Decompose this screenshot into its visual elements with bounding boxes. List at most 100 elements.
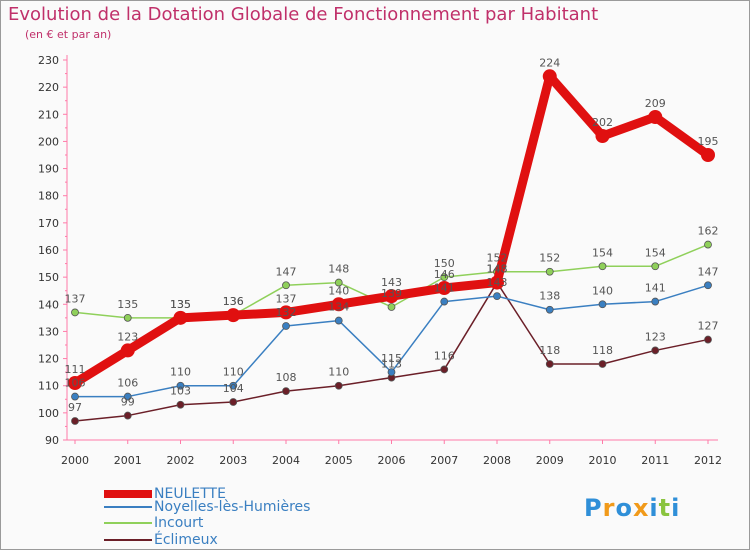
data-point bbox=[598, 300, 607, 309]
data-point bbox=[704, 240, 712, 249]
x-tick-label: 2006 bbox=[378, 454, 406, 467]
data-label: 147 bbox=[698, 265, 719, 278]
data-label: 195 bbox=[698, 135, 719, 148]
data-label: 110 bbox=[170, 366, 191, 379]
data-label: 209 bbox=[645, 97, 666, 110]
data-label: 154 bbox=[592, 246, 613, 259]
data-label: 148 bbox=[487, 263, 508, 276]
x-tick-label: 2000 bbox=[61, 454, 89, 467]
y-tick-label: 140 bbox=[38, 298, 59, 311]
y-tick-label: 130 bbox=[38, 325, 59, 338]
x-tick-label: 2008 bbox=[483, 454, 511, 467]
data-label: 106 bbox=[117, 377, 138, 390]
data-point bbox=[123, 411, 132, 420]
data-point bbox=[226, 308, 241, 323]
series-line bbox=[70, 71, 713, 388]
logo-letter: r bbox=[602, 494, 616, 522]
data-label: 150 bbox=[434, 257, 455, 270]
data-label: 139 bbox=[381, 287, 402, 300]
data-point bbox=[545, 267, 554, 276]
data-point bbox=[595, 129, 610, 143]
data-label: 136 bbox=[223, 295, 244, 308]
legend-swatch bbox=[104, 539, 152, 541]
data-label: 115 bbox=[381, 352, 402, 365]
data-point bbox=[334, 316, 343, 325]
data-point bbox=[440, 297, 449, 306]
data-label: 118 bbox=[539, 344, 560, 357]
data-label: 141 bbox=[645, 282, 666, 295]
y-tick-label: 160 bbox=[38, 244, 59, 257]
data-label: 148 bbox=[487, 263, 508, 276]
data-label: 123 bbox=[117, 330, 138, 343]
x-tick-label: 2003 bbox=[219, 454, 247, 467]
data-point bbox=[123, 392, 132, 401]
data-label: 135 bbox=[170, 298, 191, 311]
data-point bbox=[282, 387, 290, 396]
legend-item: NEULETTE bbox=[104, 486, 226, 502]
data-point bbox=[68, 376, 82, 390]
data-point bbox=[123, 313, 132, 322]
x-tick-label: 2010 bbox=[589, 454, 617, 467]
data-point bbox=[704, 281, 712, 290]
data-label: 132 bbox=[276, 306, 297, 319]
data-label: 110 bbox=[328, 366, 349, 379]
logo-letter: x bbox=[632, 494, 650, 522]
data-label: 113 bbox=[381, 358, 402, 371]
y-tick-label: 170 bbox=[38, 217, 59, 230]
data-label: 147 bbox=[276, 265, 297, 278]
data-label: 143 bbox=[381, 276, 402, 289]
logo-letter: i bbox=[649, 494, 659, 522]
data-point bbox=[387, 368, 396, 377]
data-point bbox=[71, 392, 79, 401]
legend-swatch bbox=[104, 490, 152, 498]
legend-swatch bbox=[104, 506, 152, 508]
data-label: 97 bbox=[68, 401, 82, 414]
data-label: 152 bbox=[487, 252, 508, 265]
data-label: 154 bbox=[645, 246, 666, 259]
logo-letter: t bbox=[658, 494, 672, 522]
data-label: 138 bbox=[539, 290, 560, 303]
data-label: 116 bbox=[434, 349, 455, 362]
data-label: 106 bbox=[65, 377, 86, 390]
data-point bbox=[598, 262, 607, 271]
data-label: 202 bbox=[592, 116, 613, 129]
data-point bbox=[120, 343, 135, 358]
y-tick-label: 110 bbox=[38, 380, 59, 393]
legend-label: Incourt bbox=[154, 515, 204, 531]
data-point bbox=[229, 398, 238, 406]
data-label: 137 bbox=[276, 292, 297, 305]
data-label: 152 bbox=[539, 252, 560, 265]
logo-letter: o bbox=[615, 494, 633, 522]
data-label: 224 bbox=[539, 56, 560, 69]
data-label: 162 bbox=[698, 225, 719, 238]
legend-item: Incourt bbox=[104, 515, 203, 531]
data-point bbox=[545, 360, 554, 368]
y-tick-label: 190 bbox=[38, 163, 59, 176]
data-point bbox=[229, 381, 238, 390]
data-label: 127 bbox=[698, 320, 719, 333]
legend-label: Éclimeux bbox=[154, 532, 218, 548]
data-label: 135 bbox=[117, 298, 138, 311]
legend-swatch bbox=[104, 522, 152, 524]
data-label: 108 bbox=[276, 371, 297, 384]
chart-subtitle: (en € et par an) bbox=[25, 28, 112, 41]
data-label: 143 bbox=[487, 276, 508, 289]
data-label: 103 bbox=[170, 385, 191, 398]
data-point bbox=[331, 297, 346, 312]
data-point bbox=[545, 305, 554, 314]
x-tick-label: 2005 bbox=[325, 454, 353, 467]
data-point bbox=[542, 69, 557, 84]
data-label: 134 bbox=[328, 301, 349, 314]
data-point bbox=[173, 310, 188, 325]
y-tick-label: 180 bbox=[38, 190, 59, 203]
data-point bbox=[651, 346, 660, 355]
data-point bbox=[490, 275, 504, 290]
data-point bbox=[493, 292, 501, 301]
data-label: 111 bbox=[65, 363, 86, 376]
logo-letter: P bbox=[584, 494, 603, 522]
data-point bbox=[334, 381, 343, 390]
data-label: 137 bbox=[65, 292, 86, 305]
legend-label: NEULETTE bbox=[154, 486, 226, 502]
